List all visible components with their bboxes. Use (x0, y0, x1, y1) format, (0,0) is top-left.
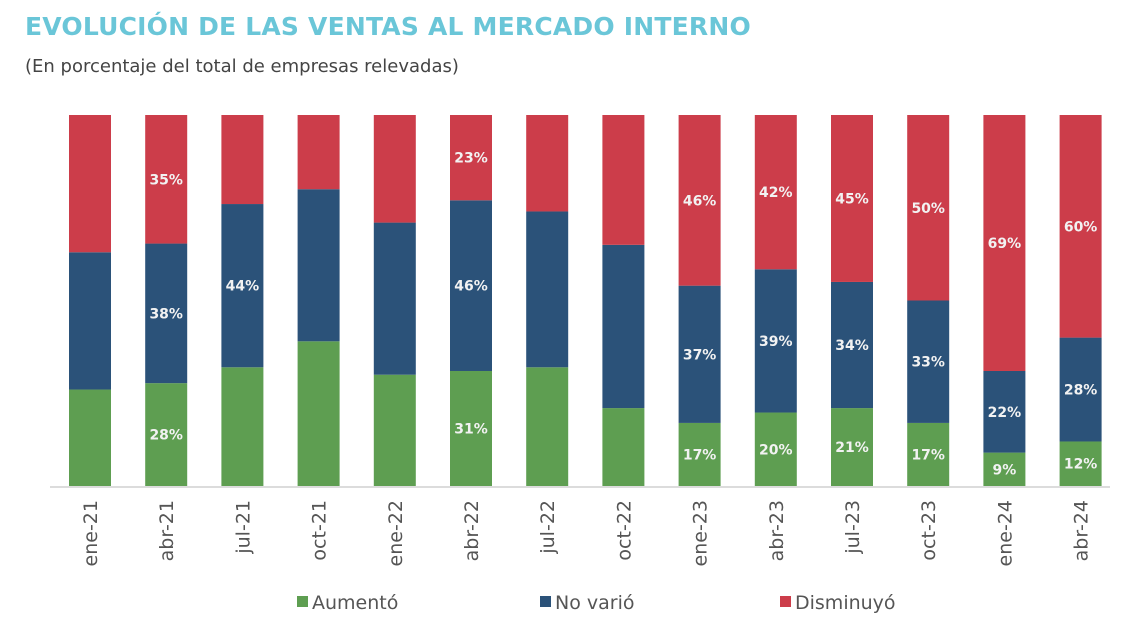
data-label: 31% (454, 421, 488, 437)
bar-segment-disminuy--abr-21 (145, 115, 188, 244)
bar-segment-aument--abr-24 (1059, 441, 1102, 486)
bar-segment-disminuy--ene-22 (373, 115, 416, 223)
bar-segment-disminuy--abr-22 (450, 115, 492, 201)
data-label: 50% (911, 201, 945, 217)
chart-title: EVOLUCIÓN DE LAS VENTAS AL MERCADO INTER… (25, 12, 751, 41)
bar-segment-disminuy--ene-24 (983, 115, 1026, 371)
bar-segment-disminuy--abr-23 (754, 115, 797, 270)
data-label: 17% (911, 447, 945, 463)
x-tick-label: oct-23 (918, 500, 940, 561)
bar-segment-no-vari--ene-24 (983, 370, 1026, 453)
legend-label: Aumentó (312, 592, 398, 614)
bar-segment-aument--oct-21 (297, 341, 340, 486)
data-label: 17% (683, 447, 717, 463)
bar-segment-aument--oct-22 (602, 408, 645, 486)
bar-segment-no-vari--oct-21 (297, 189, 340, 342)
data-label: 12% (1064, 457, 1098, 473)
x-tick-label: jul-23 (842, 500, 864, 555)
data-label: 42% (759, 185, 793, 201)
bar-segment-disminuy--ene-23 (678, 115, 721, 286)
x-tick-label: ene-24 (994, 500, 1016, 566)
bar-segment-aument--ene-22 (373, 374, 416, 486)
bar-segment-no-vari--abr-24 (1059, 337, 1102, 442)
data-label: 9% (993, 462, 1017, 478)
bar-segment-no-vari--abr-23 (754, 269, 797, 413)
x-tick-label: ene-22 (385, 500, 407, 566)
x-tick-label: jul-22 (537, 500, 559, 555)
bar-segment-disminuy--oct-22 (602, 115, 645, 245)
x-tick-labels: ene-21 abr-21 jul-21 oct-21 ene-22 abr-22 jul-… (80, 500, 1093, 566)
data-label: 28% (149, 428, 183, 444)
bar-segment-aument--jul-22 (526, 367, 569, 486)
bar-segment-disminuy--jul-21 (221, 115, 264, 205)
bar-segment-no-vari--oct-22 (602, 244, 645, 409)
bar-segment-aument--ene-24 (983, 452, 1026, 486)
x-tick-label: ene-23 (690, 500, 712, 566)
bar-segment-aument--oct-23 (907, 422, 950, 486)
x-tick-label: oct-21 (309, 500, 331, 561)
data-label: 44% (226, 279, 260, 295)
bar-segment-aument--jul-21 (221, 367, 264, 486)
data-label: 22% (988, 405, 1022, 421)
chart-subtitle: (En porcentaje del total de empresas rel… (25, 56, 459, 77)
data-label: 20% (759, 442, 793, 458)
data-label: 34% (835, 338, 869, 354)
bar-segment-no-vari--jul-23 (831, 281, 873, 409)
x-tick-label: abr-23 (766, 500, 788, 561)
bar-segment-no-vari--ene-21 (69, 252, 111, 390)
data-label: 37% (683, 347, 717, 363)
x-tick-label: oct-22 (613, 500, 635, 561)
data-label: 69% (988, 236, 1022, 252)
bar-segment-disminuy--ene-21 (69, 115, 111, 253)
bar-segment-no-vari--jul-22 (526, 211, 569, 368)
legend-label: Disminuyó (795, 592, 896, 614)
bars-layer: 28% 38% 35% 44% 31% 46% 23% 17% 37% 46% 20% 39% 42% 2… (69, 115, 1102, 486)
data-label: 35% (149, 172, 183, 188)
bar-segment-no-vari--oct-23 (907, 300, 950, 423)
bar-segment-aument--abr-23 (754, 412, 797, 486)
bar-segment-aument--ene-21 (69, 389, 111, 486)
x-tick-label: abr-21 (156, 500, 178, 561)
data-label: 33% (911, 355, 945, 371)
legend-swatch (297, 596, 308, 607)
data-label: 38% (149, 306, 183, 322)
data-label: 39% (759, 334, 793, 350)
data-label: 21% (835, 440, 869, 456)
bar-segment-disminuy--jul-23 (831, 115, 873, 282)
bar-segment-aument--jul-23 (831, 408, 873, 486)
data-label: 46% (454, 279, 488, 295)
legend-swatch (540, 596, 551, 607)
data-label: 60% (1064, 219, 1098, 235)
data-label: 28% (1064, 383, 1098, 399)
bar-segment-disminuy--abr-24 (1059, 115, 1102, 338)
data-label: 46% (683, 193, 717, 209)
bar-segment-no-vari--ene-23 (678, 285, 721, 423)
data-label: 45% (835, 191, 869, 207)
x-tick-label: ene-21 (80, 500, 102, 566)
bar-segment-aument--abr-22 (450, 370, 492, 486)
bar-segment-no-vari--ene-22 (373, 222, 416, 375)
bar-segment-disminuy--jul-22 (526, 115, 569, 212)
x-tick-label: jul-21 (232, 500, 254, 555)
legend-label: No varió (555, 592, 634, 614)
x-tick-label: abr-24 (1071, 500, 1093, 561)
bar-segment-disminuy--oct-23 (907, 115, 950, 301)
bar-segment-no-vari--abr-21 (145, 243, 188, 384)
bar-segment-disminuy--oct-21 (297, 115, 340, 190)
bar-segment-no-vari--jul-21 (221, 204, 264, 368)
x-tick-label: abr-22 (461, 500, 483, 561)
bar-segment-aument--abr-21 (145, 383, 188, 486)
legend: Aumentó No varió Disminuyó (297, 592, 896, 614)
bar-segment-aument--ene-23 (678, 422, 721, 486)
legend-swatch (780, 596, 791, 607)
bar-segment-no-vari--abr-22 (450, 200, 492, 371)
data-label: 23% (454, 151, 488, 167)
